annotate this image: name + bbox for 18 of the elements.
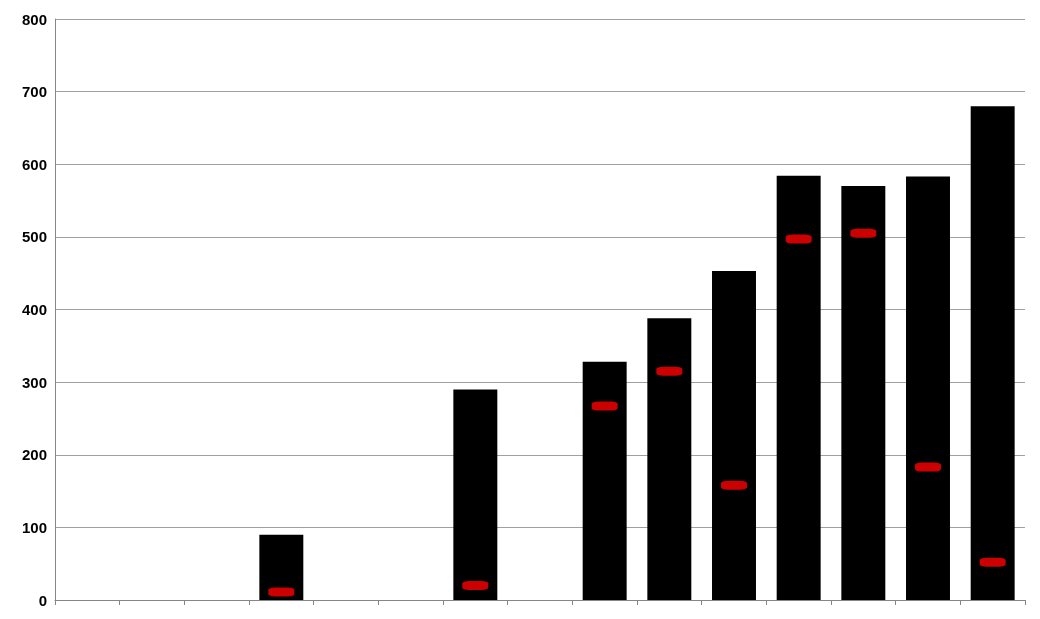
y-tick-label: 100 (21, 518, 47, 536)
bar (906, 176, 950, 600)
bar (259, 534, 304, 600)
y-tick-label: 0 (38, 591, 47, 609)
y-tick-label: 200 (21, 446, 47, 464)
y-tick-label: 500 (21, 228, 47, 246)
y-tick-label: 300 (21, 373, 47, 391)
y-tick-label: 700 (21, 83, 47, 101)
bar (970, 106, 1015, 600)
bar (582, 361, 627, 600)
y-tick-label: 800 (21, 10, 47, 28)
bar (647, 318, 692, 600)
bar (453, 389, 498, 600)
bar (841, 186, 886, 600)
y-tick-label: 600 (21, 155, 47, 173)
y-tick-label: 400 (21, 301, 47, 318)
bar (776, 175, 821, 600)
bar (712, 271, 756, 600)
